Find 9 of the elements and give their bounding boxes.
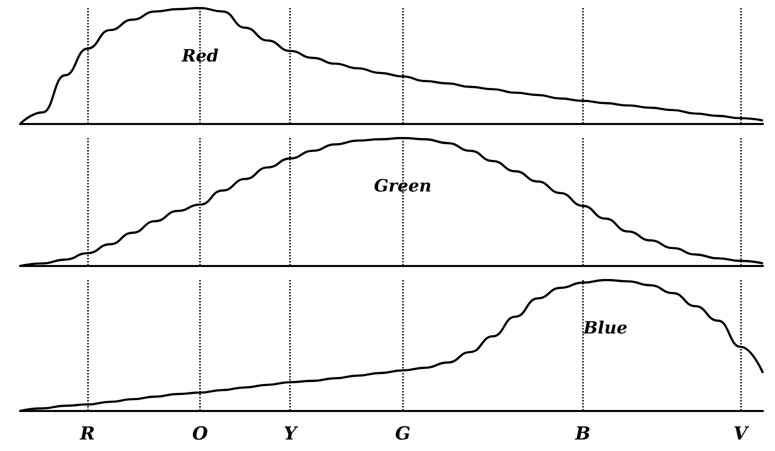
- x-tick-label: R: [79, 424, 96, 444]
- x-tick-label: B: [574, 424, 590, 444]
- text: Blue: [582, 318, 628, 338]
- x-tick-label: Y: [284, 424, 299, 444]
- series-label: Red: [180, 46, 219, 66]
- x-tick-label: V: [734, 424, 750, 444]
- text: Green: [374, 176, 432, 196]
- x-tick-label: G: [395, 424, 410, 444]
- x-tick-label: O: [192, 424, 208, 444]
